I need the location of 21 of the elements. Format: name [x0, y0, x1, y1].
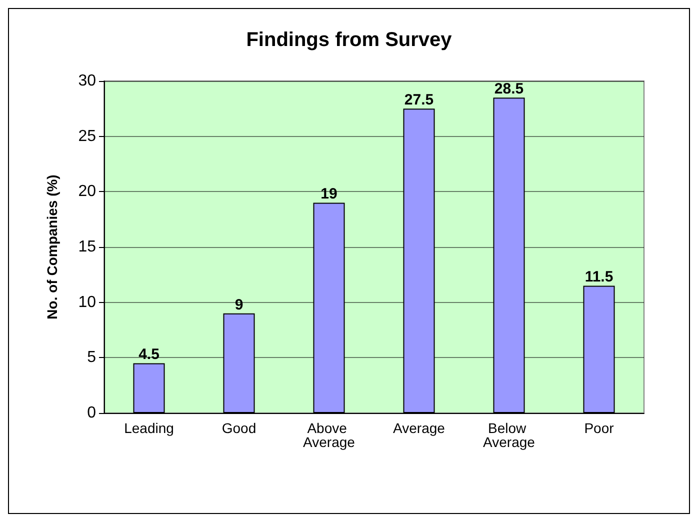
x-tick-label: Above Average	[303, 420, 356, 450]
x-tick-label: Average	[393, 420, 446, 436]
data-label: 27.5	[404, 92, 434, 109]
y-tick-label: 0	[87, 404, 96, 422]
x-tick-label: Leading	[124, 420, 174, 436]
x-tick-label: Below Average	[483, 420, 536, 450]
y-axis-title: No. of Companies (%)	[44, 174, 60, 320]
data-label: 9	[234, 296, 244, 314]
x-tick-label: Poor	[584, 420, 614, 436]
y-tick-label: 15	[78, 238, 96, 256]
y-tick-label: 10	[78, 294, 96, 311]
chart-title: Findings from Survey	[246, 29, 453, 51]
data-label: 28.5	[494, 80, 524, 98]
y-tick-label: 30	[78, 72, 96, 90]
data-label: 4.5	[138, 346, 160, 364]
data-label: 11.5	[584, 268, 614, 286]
data-label: 19	[320, 186, 338, 203]
x-tick-label: Good	[222, 420, 256, 436]
y-tick-label: 25	[78, 128, 96, 145]
y-tick-label: 5	[87, 349, 96, 366]
y-tick-label: 20	[78, 183, 96, 200]
